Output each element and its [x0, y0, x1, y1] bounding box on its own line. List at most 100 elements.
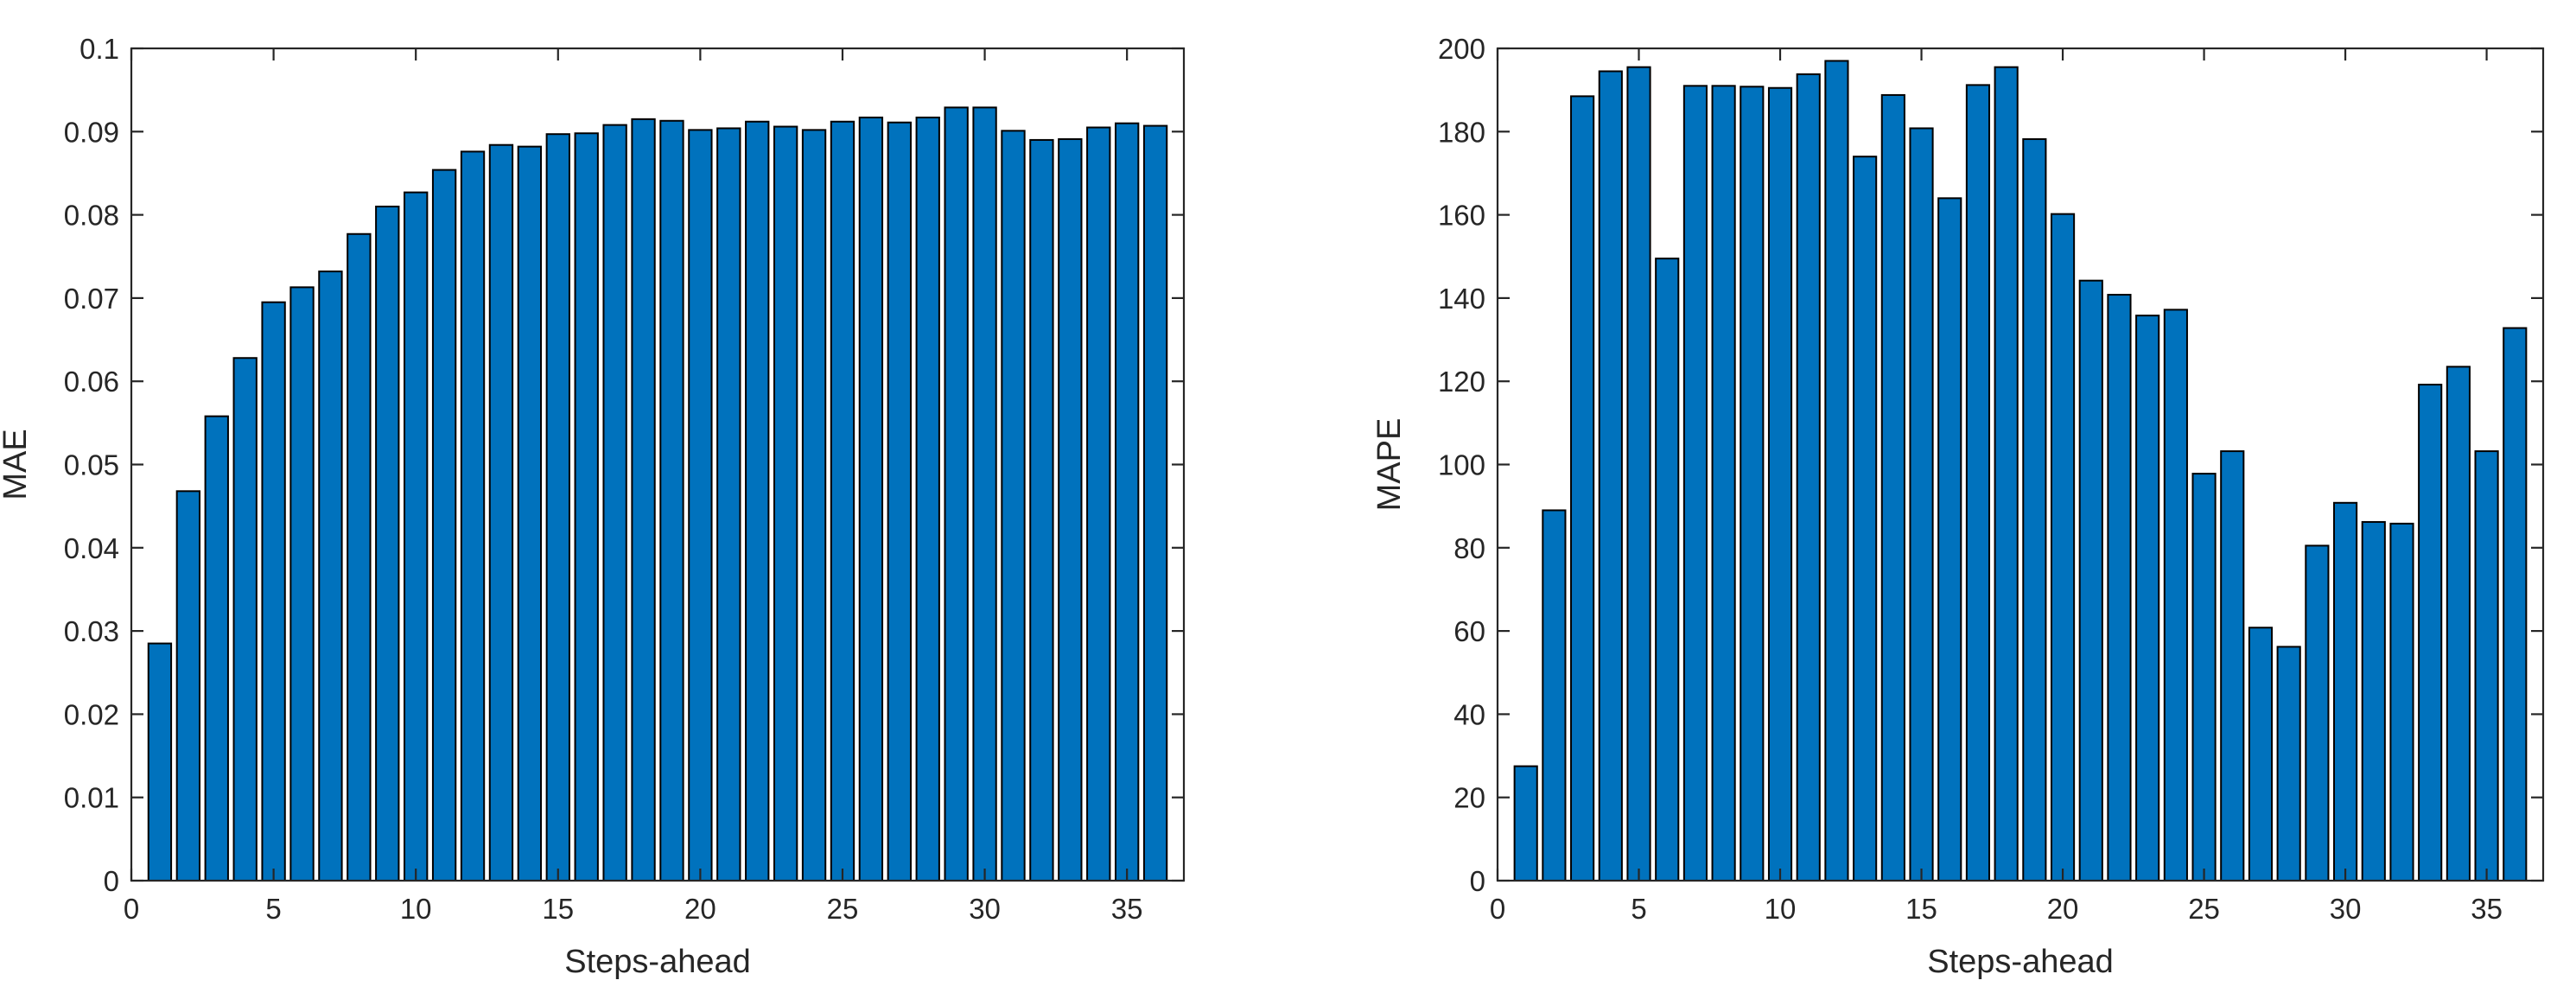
mae-y-tick-label: 0 [104, 865, 119, 897]
mae-bar [887, 121, 912, 882]
mae-bar [659, 119, 684, 882]
mape-bar [2333, 501, 2358, 882]
mape-bar [1711, 85, 1736, 882]
mape-x-tick-label: 25 [2188, 893, 2220, 925]
mape-y-ticks: 0 20 40 60 80 100 120 140 160 180 200 [1438, 33, 2543, 897]
mae-x-axis-label: Steps-ahead [564, 944, 751, 980]
mape-x-ticks: 0 5 10 15 20 25 30 35 [1490, 48, 2503, 925]
mae-bar [1086, 126, 1111, 882]
mape-bars [1513, 60, 2528, 882]
mape-bar [2361, 520, 2386, 882]
mape-bar [1513, 765, 1538, 882]
mae-bar [944, 106, 969, 882]
mae-bar [858, 116, 884, 882]
mape-bar [1767, 86, 1793, 882]
mape-x-tick-label: 15 [1905, 893, 1937, 925]
mae-chart: 0 5 10 15 20 25 30 35 0 0.01 0.02 0.03 0.04 0.05 0.06… [0, 33, 1186, 980]
mae-bar [431, 169, 457, 882]
mape-bar [2503, 327, 2528, 882]
mae-bar [404, 191, 429, 882]
mae-bar [972, 106, 997, 882]
mae-x-tick-label: 25 [827, 893, 859, 925]
mape-y-tick-label: 200 [1438, 33, 1485, 65]
mape-bar [1909, 127, 1934, 882]
mae-y-tick-label: 0.06 [64, 366, 119, 398]
mape-y-tick-label: 160 [1438, 200, 1485, 232]
mape-bar [1937, 197, 1962, 882]
mape-bar [1824, 60, 1849, 882]
mape-bar [2389, 522, 2414, 882]
mape-y-tick-label: 100 [1438, 449, 1485, 481]
mae-bar [745, 120, 770, 882]
mape-bar [2107, 294, 2132, 882]
mape-y-tick-label: 80 [1453, 532, 1485, 564]
mae-x-tick-label: 5 [265, 893, 281, 925]
mae-bar [631, 118, 656, 882]
mape-x-tick-label: 20 [2047, 893, 2079, 925]
mape-bar [2135, 315, 2160, 882]
mae-y-tick-label: 0.05 [64, 449, 119, 481]
mae-bar [1001, 130, 1026, 882]
mae-bar [289, 286, 315, 882]
mae-x-tick-label: 10 [400, 893, 432, 925]
mape-bar [1965, 84, 1991, 882]
mape-bar [1740, 86, 1765, 882]
mae-bar [602, 124, 627, 882]
mae-bar [801, 129, 827, 882]
mae-bar [545, 133, 570, 882]
mae-bars [147, 106, 1168, 882]
mape-bar [2276, 646, 2301, 882]
mape-x-tick-label: 0 [1490, 893, 1505, 925]
mape-bar [2446, 366, 2471, 882]
mape-bar [2305, 544, 2330, 882]
mae-bar [204, 415, 229, 882]
mae-y-tick-label: 0.01 [64, 782, 119, 814]
mae-bar [232, 357, 258, 882]
mape-y-tick-label: 60 [1453, 615, 1485, 647]
mape-bar [1598, 70, 1623, 882]
mae-y-tick-label: 0.02 [64, 698, 119, 730]
mape-chart: 0 5 10 15 20 25 30 35 0 20 40 60 80 100 120 140 160 180 2… [1371, 33, 2545, 980]
mape-bar [2163, 309, 2188, 882]
mae-bar [318, 271, 343, 882]
mae-bar [1142, 124, 1168, 882]
mape-bar [1570, 95, 1595, 882]
mae-bar [261, 301, 286, 882]
mae-x-tick-label: 15 [542, 893, 574, 925]
mae-x-tick-label: 20 [684, 893, 716, 925]
mape-y-axis-label: MAPE [1371, 418, 1408, 512]
mae-y-tick-label: 0.08 [64, 200, 119, 232]
mae-y-tick-label: 0.1 [80, 33, 119, 65]
mae-bar [175, 490, 201, 882]
mape-bar [1994, 66, 2019, 882]
mape-bar [1542, 509, 1567, 882]
mape-bar [2078, 279, 2103, 882]
mae-bar [915, 116, 940, 882]
mae-bar [517, 145, 543, 882]
mape-y-tick-label: 0 [1470, 865, 1485, 897]
mape-bar [1853, 156, 1878, 882]
mape-y-tick-label: 120 [1438, 366, 1485, 398]
mape-bar [2248, 627, 2274, 882]
mae-bar [347, 232, 372, 882]
mape-bar [1626, 66, 1651, 882]
mae-bar [1114, 122, 1140, 882]
mape-x-tick-label: 30 [2330, 893, 2362, 925]
mae-y-tick-label: 0.07 [64, 283, 119, 315]
mape-bar [2474, 450, 2499, 882]
mape-y-tick-label: 140 [1438, 283, 1485, 315]
mape-bar [2191, 473, 2217, 882]
mape-y-tick-label: 180 [1438, 116, 1485, 148]
mape-bar [1796, 73, 1821, 882]
mape-bar [1880, 93, 1905, 882]
mae-y-tick-label: 0.03 [64, 615, 119, 647]
mae-x-ticks: 0 5 10 15 20 25 30 35 [124, 48, 1143, 925]
mae-bar [688, 129, 713, 882]
mae-bar [1058, 137, 1083, 882]
mape-y-tick-label: 40 [1453, 698, 1485, 730]
mape-x-tick-label: 10 [1765, 893, 1797, 925]
mae-bar [488, 143, 514, 882]
mape-x-axis-label: Steps-ahead [1927, 944, 2114, 980]
mae-bar [147, 642, 173, 882]
